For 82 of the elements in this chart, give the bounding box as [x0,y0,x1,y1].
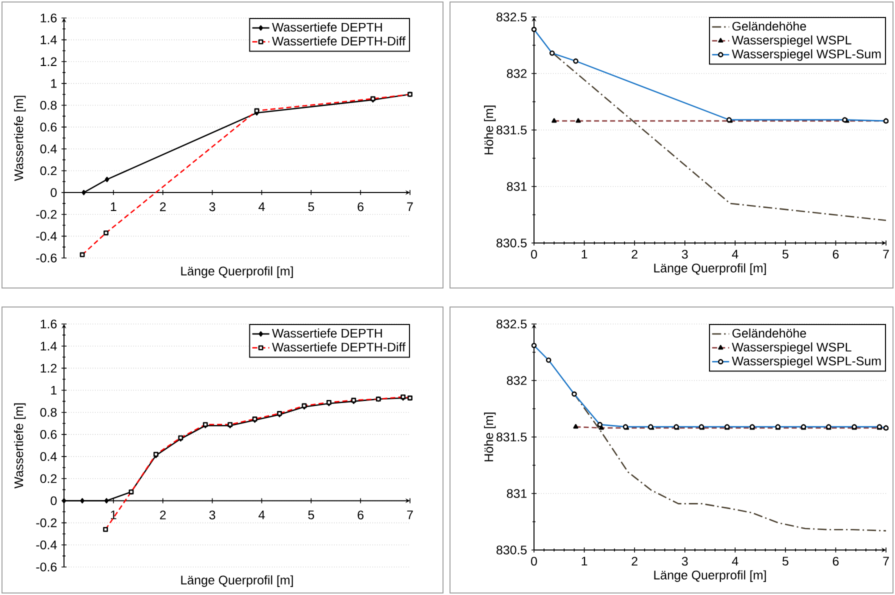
x-tick-label: 6 [358,202,364,212]
x-tick-label: 5 [308,202,314,212]
legend-label: Geländehöhe [732,21,806,31]
y-axis-title: Höhe [m] [484,106,496,154]
y-tick-label: 1 [51,386,57,395]
x-tick-label: 1 [582,556,588,566]
y-tick-label: 0.8 [40,408,57,417]
x-tick-label: 1 [110,510,116,520]
x-tick-label: 3 [209,202,216,212]
x-tick-label: 2 [160,202,166,212]
y-tick-label: 0.8 [40,100,57,110]
x-tick-label: 3 [682,556,688,566]
x-axis-title: Länge Querprofil [m] [654,263,766,275]
y-tick-label: 1.6 [40,14,57,22]
y-tick-label: -0.4 [36,540,57,550]
x-tick-label: 5 [308,510,314,520]
x-tick-label: 4 [258,510,265,520]
legend-label: Wasserspiegel WSPL-Sum [732,356,881,368]
x-tick-label: 6 [832,250,839,259]
y-axis-title: Höhe [m] [484,412,496,462]
y-tick-label: 832.5 [496,320,527,328]
legend-label: Geländehöhe [732,328,806,338]
x-tick-label: 5 [782,250,788,259]
y-tick-label: -0.4 [36,232,57,241]
x-tick-label: 3 [209,510,216,520]
y-tick-label: 830.5 [496,546,527,554]
y-tick-label: 832 [506,376,527,385]
y-tick-label: 832.5 [496,12,527,22]
legend-label: Wasserspiegel WSPL [732,342,852,354]
y-tick-label: 1.2 [40,364,57,373]
y-tick-label: -0.2 [36,210,57,219]
y-tick-label: 0 [50,188,57,197]
legend-label: Wassertiefe DEPTH-Diff [272,36,406,46]
y-tick-label: 831.5 [496,126,527,134]
y-tick-label: 0 [50,496,57,506]
y-tick-label: 831 [506,489,527,498]
y-tick-label: 0.4 [40,144,57,154]
y-tick-label: 0.6 [40,430,57,439]
legend-label: Wassertiefe DEPTH [272,328,382,338]
x-tick-label: 4 [732,250,738,258]
y-tick-label: 1.4 [40,342,57,350]
x-tick-label: 2 [632,556,638,566]
x-tick-label: 5 [782,556,788,566]
legend-label: Wasserspiegel WSPL [732,35,852,47]
y-tick-label: -0.6 [36,254,57,262]
y-tick-label: 831 [506,182,527,191]
x-tick-label: 6 [358,510,364,520]
y-tick-label: 0.4 [40,452,57,461]
x-tick-label: 4 [732,556,738,566]
x-axis-title: Länge Querprofil [m] [181,266,293,278]
y-axis-title: Wassertiefe [m] [14,403,26,488]
legend-label: Wassertiefe DEPTH-Diff [272,342,406,352]
y-tick-label: 832 [506,69,527,78]
x-tick-label: 0 [531,556,537,566]
y-tick-label: 1.4 [40,36,57,44]
x-axis-title: Länge Querprofil [m] [181,575,293,587]
x-tick-label: 7 [883,556,889,566]
y-tick-label: 0.2 [40,474,57,484]
y-tick-label: 1.2 [40,57,57,66]
x-tick-label: 1 [110,202,116,211]
y-axis-title: Wassertiefe [m] [14,96,26,181]
x-tick-label: 2 [160,510,166,520]
x-tick-label: 7 [407,510,413,520]
y-tick-label: -0.2 [36,518,57,528]
x-tick-label: 3 [682,250,688,259]
legend-label: Wasserspiegel WSPL-Sum [732,49,881,61]
y-tick-label: -0.6 [36,562,57,572]
y-tick-label: 0.6 [40,122,57,132]
y-tick-label: 831.5 [496,432,527,442]
x-tick-label: 7 [407,202,413,211]
x-tick-label: 1 [582,250,588,258]
y-tick-label: 1.6 [40,320,57,328]
legend-label: Wassertiefe DEPTH [272,22,382,32]
y-tick-label: 830.5 [496,238,527,248]
x-tick-label: 6 [832,556,839,566]
x-tick-label: 0 [531,250,537,259]
x-tick-label: 7 [883,250,889,258]
x-tick-label: 2 [632,250,638,259]
y-tick-label: 1 [51,79,57,88]
y-tick-label: 0.2 [40,166,57,176]
x-axis-title: Länge Querprofil [m] [654,570,766,582]
x-tick-label: 4 [258,202,265,211]
